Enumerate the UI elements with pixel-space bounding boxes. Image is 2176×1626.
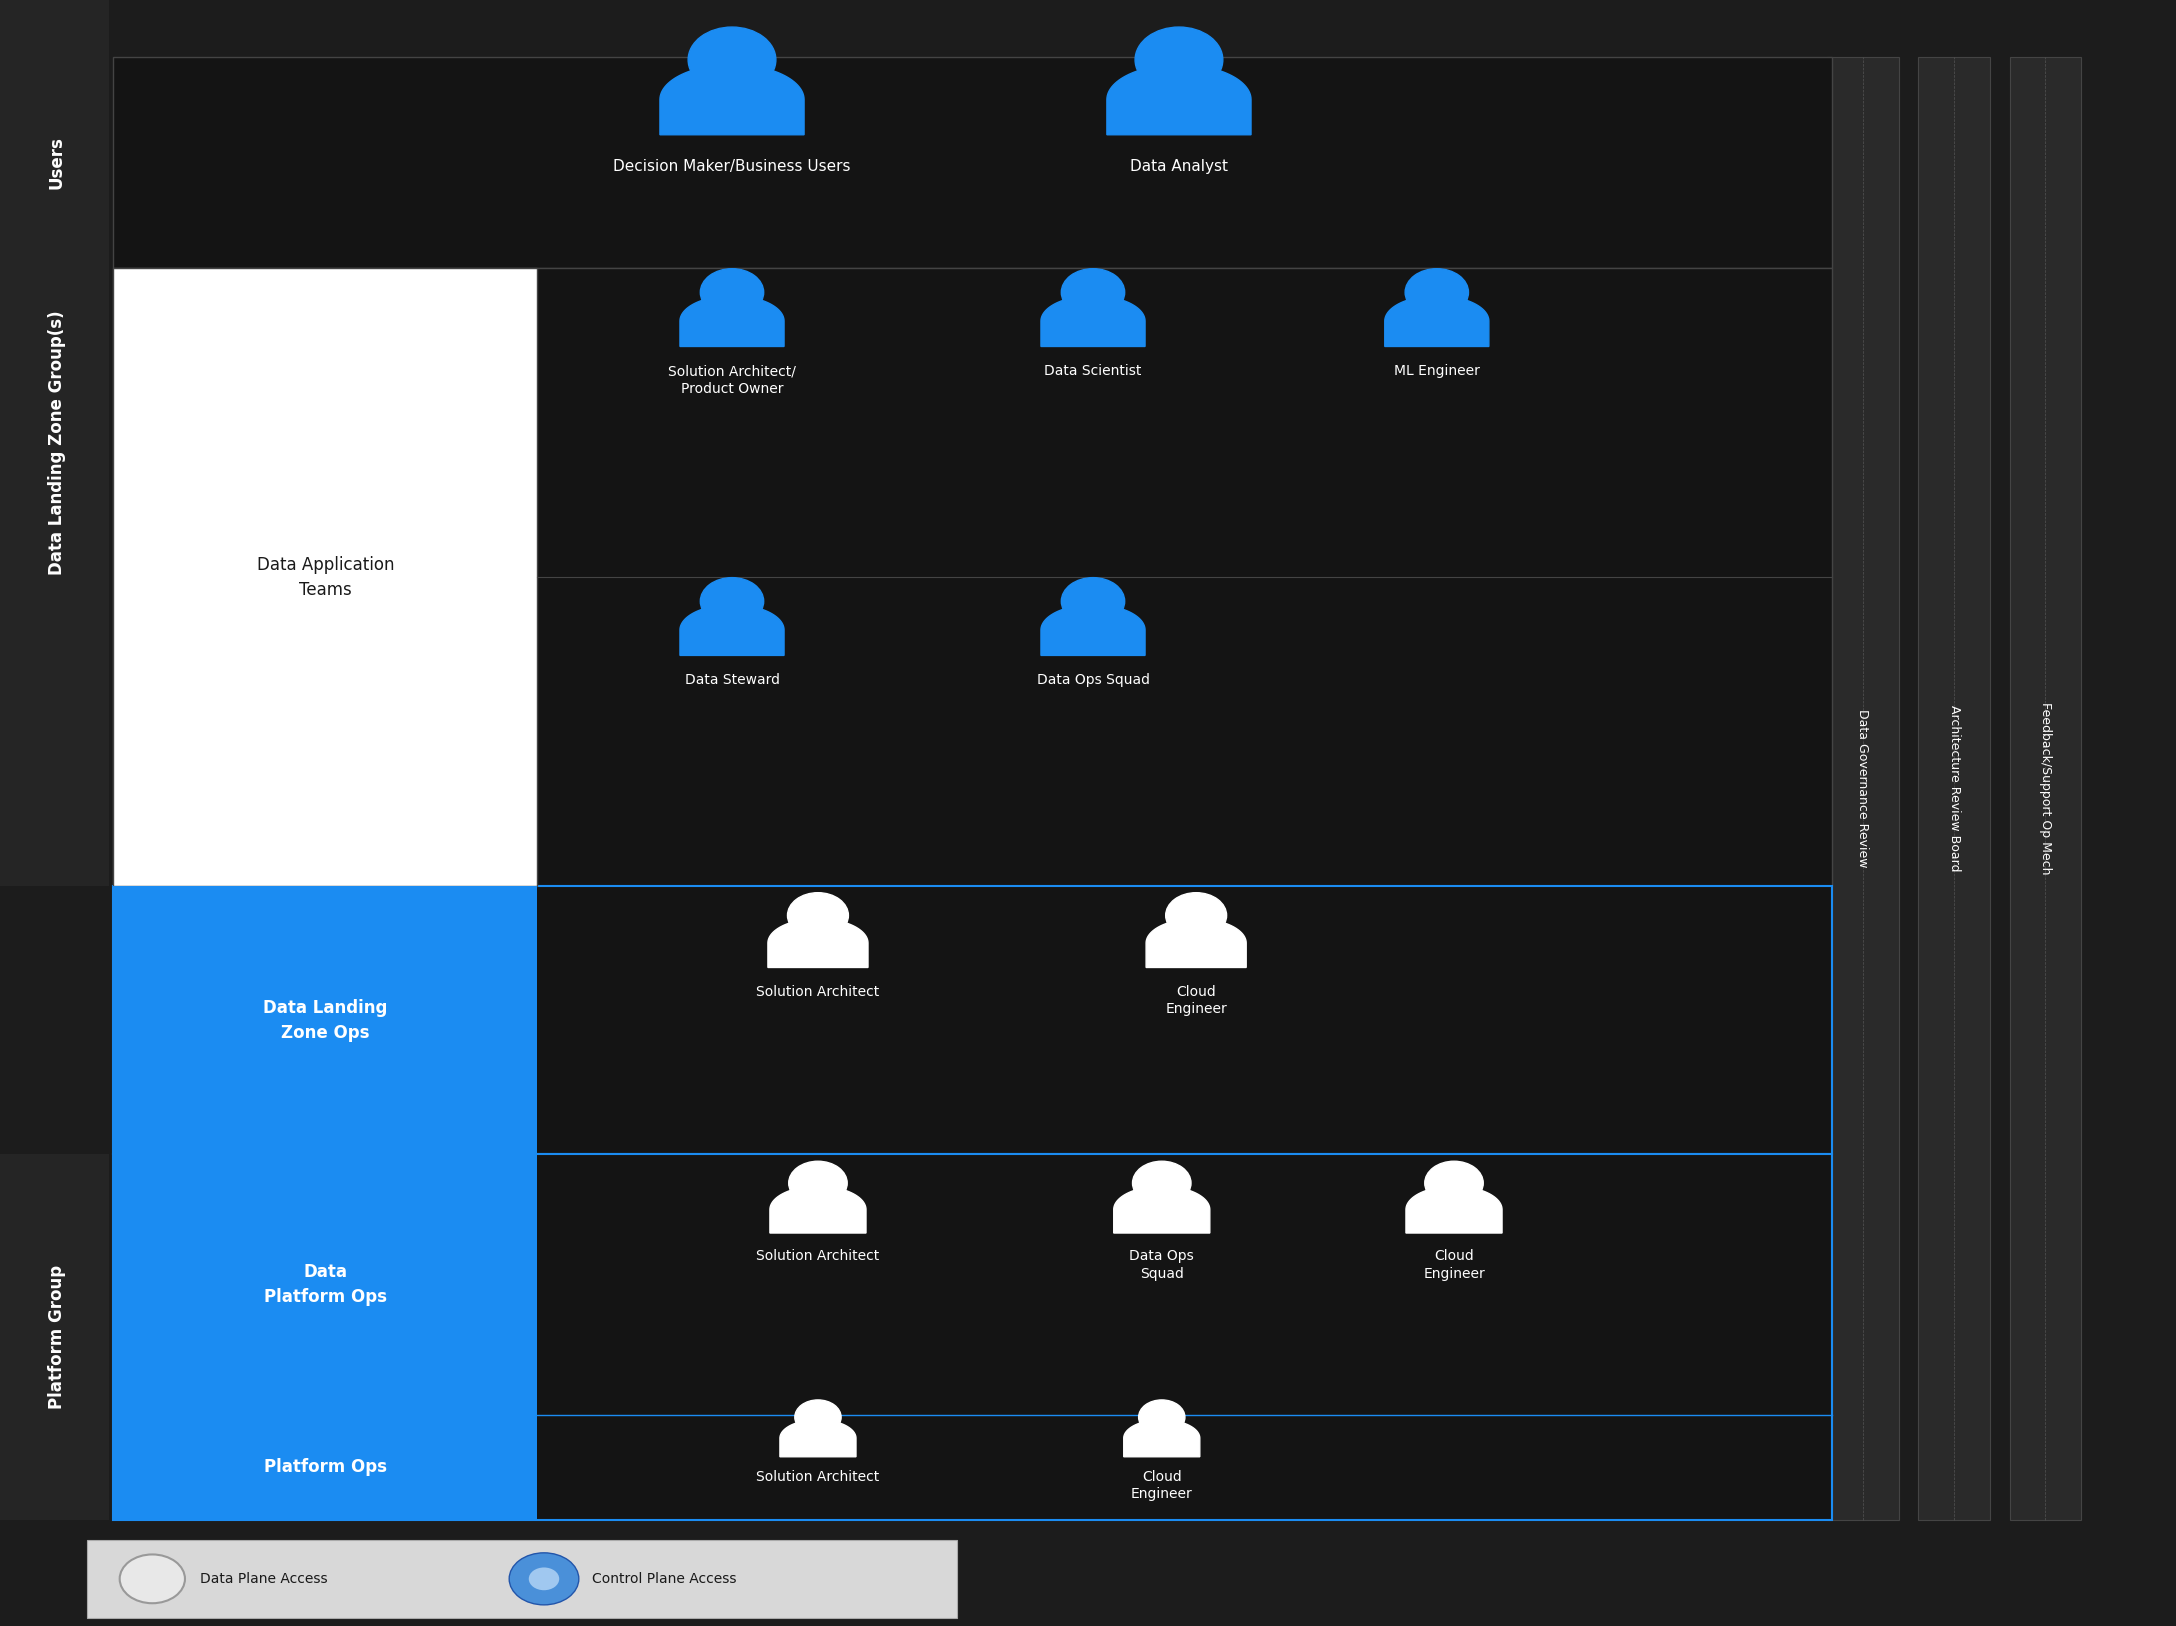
FancyBboxPatch shape (0, 0, 109, 886)
Text: Cloud
Engineer: Cloud Engineer (1132, 1470, 1192, 1501)
Text: Data Plane Access: Data Plane Access (200, 1572, 329, 1585)
Text: Data Landing Zone Group(s): Data Landing Zone Group(s) (48, 311, 65, 576)
Polygon shape (1123, 1419, 1199, 1457)
Circle shape (1132, 1161, 1190, 1205)
Text: Solution Architect/
Product Owner: Solution Architect/ Product Owner (668, 364, 796, 395)
FancyBboxPatch shape (113, 268, 537, 886)
FancyBboxPatch shape (113, 57, 1832, 268)
Text: Decision Maker/Business Users: Decision Maker/Business Users (614, 159, 851, 174)
FancyBboxPatch shape (1826, 57, 1897, 1520)
Circle shape (701, 577, 764, 624)
Circle shape (1166, 893, 1227, 938)
Polygon shape (768, 919, 868, 967)
FancyBboxPatch shape (113, 886, 537, 1154)
FancyBboxPatch shape (0, 1154, 109, 1520)
Text: ML Engineer: ML Engineer (1395, 364, 1480, 379)
Circle shape (509, 1553, 579, 1605)
Text: Cloud
Engineer: Cloud Engineer (1166, 985, 1227, 1016)
Text: Data Ops
Squad: Data Ops Squad (1129, 1249, 1195, 1281)
Polygon shape (1108, 65, 1251, 135)
Polygon shape (679, 605, 783, 655)
Circle shape (1425, 1161, 1484, 1205)
Polygon shape (770, 1187, 866, 1233)
FancyBboxPatch shape (113, 268, 1832, 886)
Circle shape (794, 1400, 842, 1434)
Polygon shape (659, 65, 805, 135)
Text: Feedback/Support Op Mech: Feedback/Support Op Mech (2039, 702, 2052, 875)
Circle shape (1406, 268, 1469, 315)
Circle shape (120, 1554, 185, 1603)
FancyBboxPatch shape (113, 1154, 1832, 1520)
Text: Data
Platform Ops: Data Platform Ops (263, 1263, 387, 1306)
FancyBboxPatch shape (113, 1154, 537, 1415)
Circle shape (1062, 577, 1125, 624)
Circle shape (1138, 1400, 1186, 1434)
FancyBboxPatch shape (113, 886, 1832, 1154)
Circle shape (688, 28, 777, 93)
Circle shape (701, 268, 764, 315)
Polygon shape (1147, 919, 1247, 967)
Text: Cloud
Engineer: Cloud Engineer (1423, 1249, 1484, 1281)
Text: Users: Users (48, 137, 65, 189)
Polygon shape (779, 1419, 855, 1457)
Text: Architecture Review Board: Architecture Review Board (1948, 706, 1961, 872)
Circle shape (1136, 28, 1223, 93)
Polygon shape (1406, 1187, 1501, 1233)
Polygon shape (1040, 296, 1145, 346)
Polygon shape (1384, 296, 1488, 346)
Text: Control Plane Access: Control Plane Access (592, 1572, 735, 1585)
FancyBboxPatch shape (1919, 57, 1991, 1520)
Polygon shape (1114, 1187, 1210, 1233)
Polygon shape (679, 296, 783, 346)
Circle shape (529, 1567, 559, 1590)
Text: Solution Architect: Solution Architect (757, 985, 879, 998)
FancyBboxPatch shape (113, 1415, 537, 1520)
Text: Data Scientist: Data Scientist (1044, 364, 1142, 379)
Text: Data Ops Squad: Data Ops Squad (1036, 673, 1149, 688)
Text: Solution Architect: Solution Architect (757, 1249, 879, 1263)
Text: Platform Group: Platform Group (48, 1265, 65, 1410)
FancyBboxPatch shape (2011, 57, 2080, 1520)
Text: Data Governance Review: Data Governance Review (1856, 709, 1869, 868)
Circle shape (788, 893, 849, 938)
Circle shape (788, 1161, 846, 1205)
Text: Data Application
Teams: Data Application Teams (257, 556, 394, 598)
Text: Solution Architect: Solution Architect (757, 1470, 879, 1485)
Text: Data Steward: Data Steward (685, 673, 779, 688)
Text: Data Analyst: Data Analyst (1129, 159, 1227, 174)
Text: Data Landing
Zone Ops: Data Landing Zone Ops (263, 998, 387, 1042)
FancyBboxPatch shape (87, 1540, 957, 1618)
Text: Platform Ops: Platform Ops (263, 1459, 387, 1476)
Circle shape (1062, 268, 1125, 315)
Polygon shape (1040, 605, 1145, 655)
FancyBboxPatch shape (0, 57, 109, 268)
